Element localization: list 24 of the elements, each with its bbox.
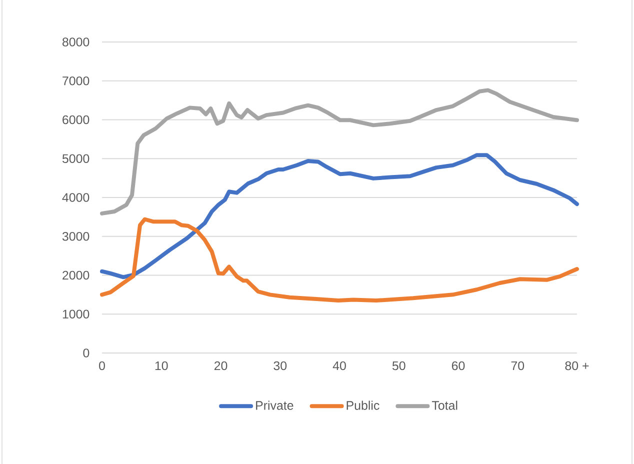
legend-label: Public bbox=[346, 400, 380, 410]
y-tick-label: 6000 bbox=[62, 115, 90, 124]
legend-label: Total bbox=[432, 400, 458, 410]
y-tick-label: 0 bbox=[83, 348, 90, 358]
y-tick-label: 2000 bbox=[62, 270, 90, 280]
y-tick-label: 5000 bbox=[62, 154, 90, 164]
y-tick-label: 1000 bbox=[62, 310, 90, 319]
x-tick-label: 0 bbox=[99, 361, 105, 370]
y-tick-label: 7000 bbox=[62, 76, 90, 86]
line-series bbox=[100, 153, 579, 280]
line-series bbox=[100, 88, 579, 216]
x-tick-label: 80 + bbox=[565, 361, 589, 370]
x-tick-label: 10 bbox=[155, 361, 168, 370]
x-tick-label: 40 bbox=[332, 361, 346, 370]
y-tick-label: 8000 bbox=[62, 38, 90, 46]
x-tick-label: 60 bbox=[452, 361, 465, 370]
line-series bbox=[100, 217, 579, 303]
x-tick-label: 20 bbox=[214, 361, 228, 370]
x-tick-label: 30 bbox=[274, 361, 287, 370]
y-tick-label: 4000 bbox=[62, 193, 90, 202]
x-tick-label: 50 bbox=[392, 361, 406, 370]
x-tick-label: 70 bbox=[511, 361, 524, 370]
legend-label: Private bbox=[256, 400, 294, 410]
y-tick-label: 3000 bbox=[62, 232, 90, 241]
